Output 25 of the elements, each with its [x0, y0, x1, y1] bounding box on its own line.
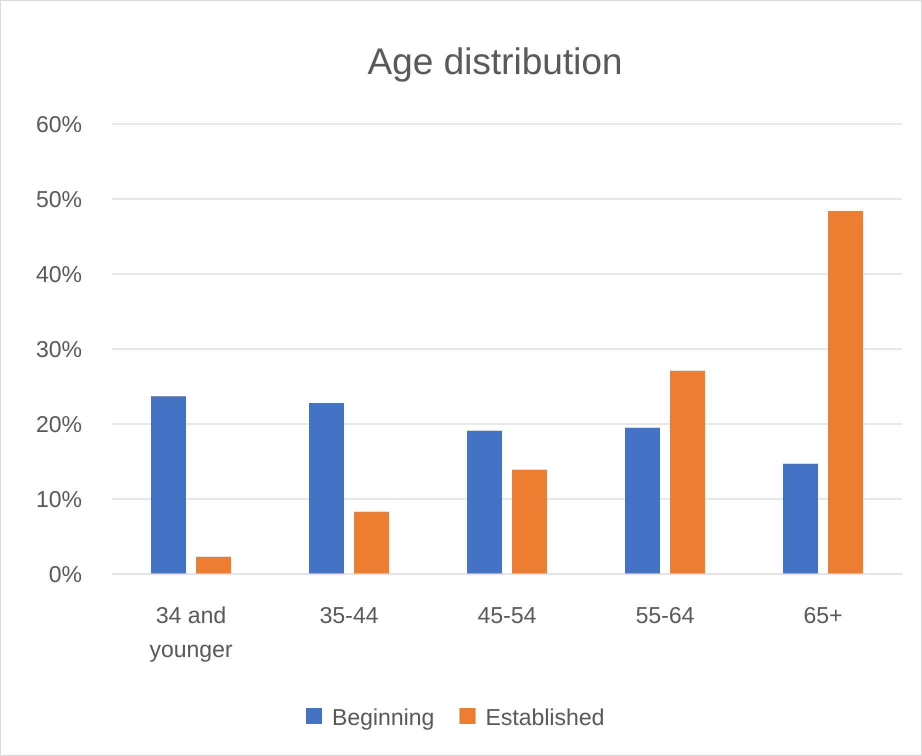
legend-label: Established — [486, 704, 604, 730]
bar — [309, 403, 344, 574]
bar — [512, 470, 547, 574]
bar — [196, 556, 231, 574]
y-tick-label: 60% — [36, 111, 82, 138]
x-tick-label: 34 and younger — [149, 602, 233, 662]
bar — [151, 396, 186, 574]
y-tick-label: 50% — [36, 186, 82, 212]
x-tick-label: 55-64 — [636, 602, 695, 628]
bar — [670, 370, 705, 574]
bar — [467, 430, 502, 574]
chart-title: Age distribution — [367, 41, 623, 82]
legend-label: Beginning — [332, 704, 434, 730]
y-tick-label: 0% — [48, 561, 82, 588]
bar — [354, 512, 389, 574]
y-tick-label: 30% — [36, 336, 82, 362]
bar — [625, 428, 660, 574]
x-tick-label: 65+ — [803, 602, 843, 628]
y-tick-label: 20% — [36, 411, 82, 438]
bar — [783, 464, 818, 574]
y-tick-label: 10% — [36, 486, 82, 512]
y-tick-label: 40% — [36, 261, 82, 288]
x-tick-label: 35-44 — [320, 602, 379, 628]
bar — [828, 211, 863, 574]
x-tick-label: 45-54 — [478, 602, 537, 628]
